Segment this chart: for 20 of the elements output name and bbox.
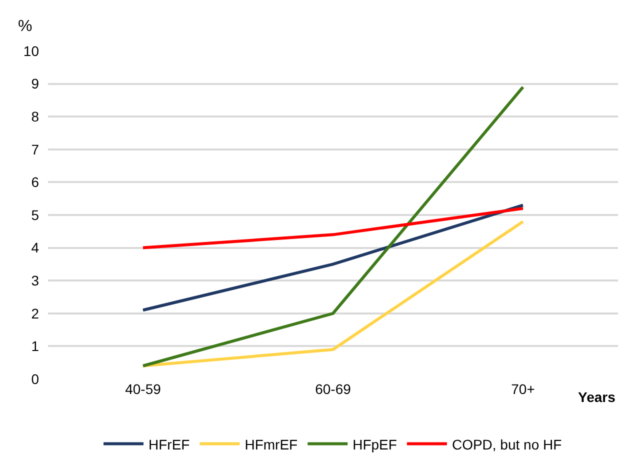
y-tick-label: 0 (31, 370, 40, 387)
y-tick-label: 2 (31, 305, 40, 322)
x-tick-label: 40-59 (125, 381, 162, 397)
y-tick-label: 9 (31, 76, 40, 92)
legend-label: HFmrEF (244, 436, 298, 452)
legend-label: HFpEF (352, 436, 397, 452)
y-tick-label: 1 (31, 338, 40, 354)
y-tick-label: 10 (23, 42, 40, 59)
x-tick-label: 60-69 (315, 381, 352, 397)
legend-label: HFrEF (148, 436, 190, 452)
y-axis-title: % (18, 18, 32, 35)
x-tick-label: 70+ (511, 381, 535, 397)
legend-label: COPD, but no HF (452, 436, 562, 452)
y-tick-label: 8 (31, 108, 40, 124)
y-tick-label: 5 (31, 206, 40, 223)
y-tick-label: 4 (31, 240, 40, 256)
x-axis-title: Years (578, 389, 616, 405)
y-tick-label: 3 (31, 272, 40, 288)
y-tick-label: 6 (31, 174, 40, 190)
y-tick-label: 7 (31, 141, 40, 158)
